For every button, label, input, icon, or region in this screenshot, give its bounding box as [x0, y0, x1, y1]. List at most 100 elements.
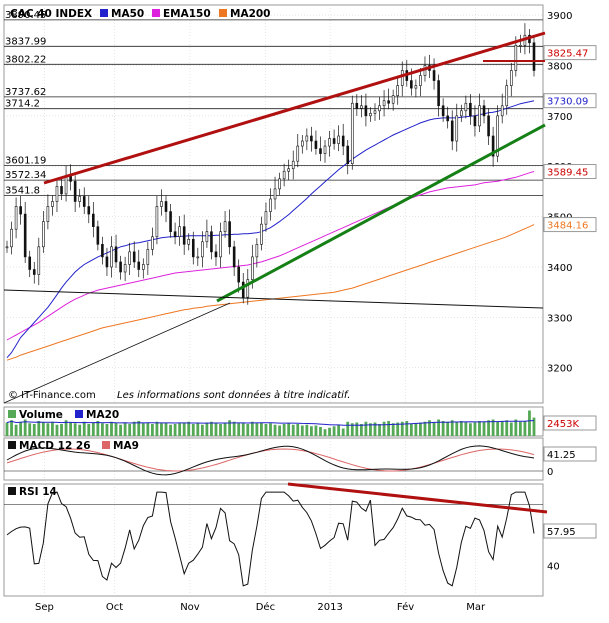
price-candle	[482, 105, 486, 117]
price-candle	[382, 100, 386, 107]
price-candle	[505, 85, 509, 107]
volume-bar	[260, 422, 263, 436]
price-candle	[437, 80, 440, 107]
price-candle	[123, 264, 127, 273]
price-candle	[105, 256, 109, 268]
volume-bar	[291, 424, 295, 436]
price-candle	[137, 261, 141, 270]
volume-bar	[182, 422, 186, 436]
legend-swatch	[8, 487, 16, 495]
volume-bar	[382, 421, 386, 436]
last-value-label: 3730.09	[547, 97, 588, 108]
price-candle	[332, 138, 336, 144]
volume-bar	[328, 427, 331, 436]
legend-label: RSI 14	[19, 486, 57, 498]
price-candle	[255, 244, 259, 258]
volume-bar	[468, 423, 472, 436]
volume-bar	[69, 422, 73, 436]
volume-bar	[355, 422, 359, 436]
price-candle	[96, 226, 100, 245]
volume-bar	[128, 424, 132, 436]
volume-bar	[364, 421, 368, 436]
price-candle	[410, 80, 413, 89]
volume-bar	[437, 419, 440, 436]
price-candle	[296, 145, 300, 162]
level-label: 3802.22	[5, 54, 46, 65]
volume-bar	[400, 421, 404, 436]
volume-bar	[518, 421, 522, 436]
y-tick-label: 3300	[547, 313, 572, 324]
price-candle	[155, 206, 159, 238]
support-trendline-green	[216, 123, 546, 303]
volume-bar	[5, 422, 9, 436]
panel-frame-1	[3, 4, 544, 404]
price-candle	[301, 140, 304, 147]
price-candle	[441, 105, 445, 117]
volume-bar	[323, 429, 327, 436]
ema150-line	[6, 171, 535, 341]
volume-bar	[46, 423, 50, 436]
volume-bar	[305, 424, 309, 436]
legend-label: MA50	[111, 8, 144, 20]
legend-label: EMA150	[163, 8, 211, 20]
price-candle	[450, 120, 454, 142]
x-tick-label: Nov	[180, 602, 200, 613]
volume-bar	[491, 419, 495, 436]
volume-bar	[346, 421, 350, 436]
volume-bar	[455, 422, 459, 436]
volume-bar	[196, 423, 200, 436]
volume-bar	[273, 424, 277, 436]
price-candle	[305, 135, 309, 142]
diagonal-support-line	[3, 302, 231, 404]
volume-bar	[373, 422, 377, 436]
price-candle	[69, 175, 72, 182]
price-candle	[164, 201, 168, 212]
last-value-label: 3589.45	[547, 168, 588, 179]
volume-bar	[60, 424, 63, 436]
price-candle	[355, 102, 359, 109]
volume-bar	[164, 422, 168, 436]
volume-bar	[378, 424, 381, 436]
legend-label: MACD 12 26	[19, 440, 91, 452]
rsi-last-box: 57.95	[543, 523, 597, 539]
volume-bar	[409, 424, 413, 436]
volume-bar	[200, 424, 204, 436]
last-value-box-bg	[543, 164, 597, 180]
volume-bar	[341, 428, 345, 436]
price-candle	[532, 42, 536, 71]
last-value-label: 57.95	[547, 527, 576, 538]
legend-swatch	[219, 9, 227, 17]
price-candle	[414, 85, 418, 89]
price-candle	[487, 115, 490, 137]
price-candle	[60, 186, 63, 195]
price-candle	[132, 251, 136, 263]
price-candle	[246, 279, 250, 298]
volume-bar	[282, 424, 286, 436]
x-tick-label: Mar	[466, 602, 486, 613]
price-candle	[350, 102, 354, 164]
price-candle	[278, 178, 281, 190]
volume-bar	[478, 421, 481, 436]
price-candle	[378, 105, 381, 112]
volume-ma20-line	[6, 420, 535, 426]
price-candle	[187, 238, 191, 245]
price-candle	[391, 95, 395, 104]
price-candle	[264, 211, 268, 225]
last-value-box: 3730.09	[543, 93, 597, 109]
last-value-box-bg	[543, 446, 597, 462]
last-value-label: 2453K	[547, 419, 579, 430]
volume-bar	[137, 421, 141, 436]
volume-bar	[214, 423, 218, 436]
macd-zero-label: 0	[547, 467, 553, 478]
price-candle	[473, 115, 477, 127]
price-candle	[491, 135, 495, 157]
volume-bar	[32, 424, 36, 436]
volume-bar	[473, 422, 477, 436]
price-candle	[269, 198, 272, 212]
price-candle	[241, 281, 245, 298]
level-label: 3890.45	[5, 10, 46, 21]
volume-bar	[105, 424, 109, 436]
legend-swatch	[75, 410, 83, 418]
